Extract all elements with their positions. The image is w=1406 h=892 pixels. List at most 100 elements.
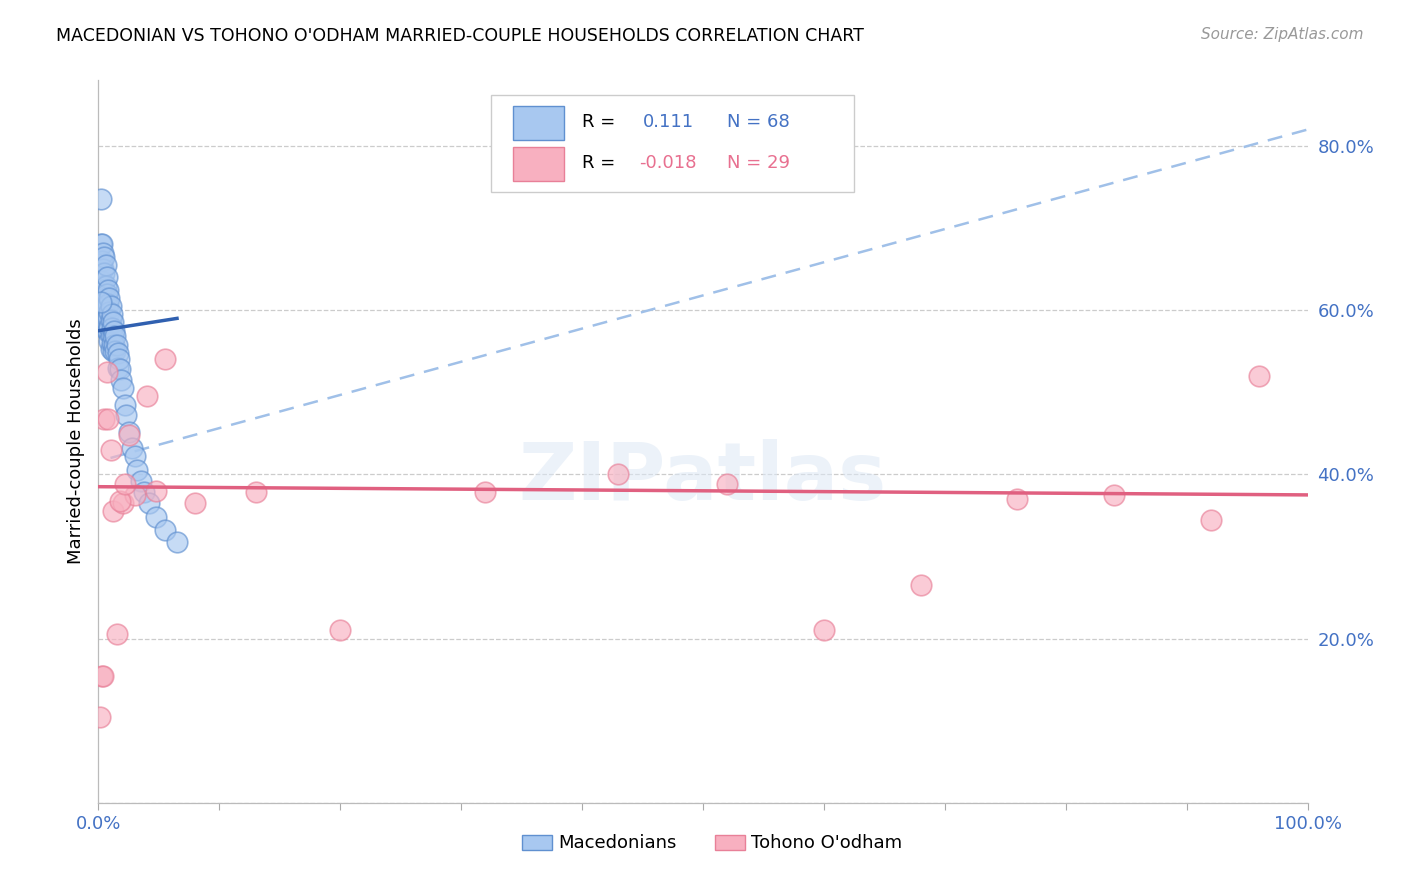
Point (245, 485, 267, 500)
Text: 0.111: 0.111 (643, 113, 693, 131)
Point (108, 493, 131, 508)
Point (153, 523, 176, 537)
Point (105, 337, 128, 351)
Point (145, 483, 167, 498)
Point (97, 283, 120, 297)
Point (104, 344, 127, 359)
Point (1102, 488, 1125, 502)
Text: Source: ZipAtlas.com: Source: ZipAtlas.com (1201, 27, 1364, 42)
Point (153, 352, 176, 367)
Point (98, 334, 121, 349)
Point (121, 441, 143, 455)
Point (94, 316, 117, 330)
Point (96, 365, 118, 379)
Point (89, 709, 111, 723)
Point (91, 275, 114, 289)
Point (96, 299, 118, 313)
Text: N = 29: N = 29 (727, 154, 790, 172)
Point (111, 381, 134, 395)
Point (107, 360, 129, 375)
Bar (492, 95, 855, 193)
Point (101, 316, 124, 330)
Point (93, 250, 115, 264)
Point (108, 352, 131, 367)
Point (90, 237, 112, 252)
Point (118, 425, 141, 439)
Point (103, 337, 125, 351)
Point (93, 266, 115, 280)
Point (103, 324, 125, 338)
Point (97, 310, 120, 324)
Point (90, 192, 112, 206)
Point (1199, 512, 1222, 526)
Point (124, 450, 146, 464)
Point (96, 311, 118, 326)
Point (101, 344, 124, 359)
Point (110, 373, 132, 387)
Point (101, 329, 124, 343)
Point (1007, 491, 1029, 506)
Point (166, 534, 188, 549)
Point (94, 278, 117, 293)
Point (91, 245, 114, 260)
Text: MACEDONIAN VS TOHONO O'ODHAM MARRIED-COUPLE HOUSEHOLDS CORRELATION CHART: MACEDONIAN VS TOHONO O'ODHAM MARRIED-COU… (56, 27, 865, 45)
Point (474, 485, 496, 500)
Point (118, 428, 141, 442)
Point (100, 299, 122, 313)
Point (97, 296, 120, 310)
Point (91, 668, 114, 682)
Point (90, 295, 112, 310)
Point (716, 477, 738, 491)
Point (94, 291, 117, 305)
Point (93, 307, 115, 321)
Point (107, 346, 129, 360)
Point (93, 319, 115, 334)
Text: R =: R = (582, 113, 616, 131)
Point (91, 262, 114, 277)
Text: Macedonians: Macedonians (558, 833, 676, 852)
Point (96, 324, 118, 338)
Text: Tohono O'odham: Tohono O'odham (751, 833, 903, 852)
Point (114, 477, 136, 491)
Point (813, 624, 835, 638)
Bar (513, 147, 564, 181)
Bar (513, 105, 564, 140)
Point (91, 253, 114, 268)
Point (100, 442, 122, 457)
Point (89, 316, 111, 330)
Text: ZIPatlas: ZIPatlas (519, 439, 887, 516)
Point (108, 362, 131, 376)
Point (100, 313, 122, 327)
Point (97, 324, 120, 338)
Point (91, 278, 114, 293)
Point (1249, 368, 1271, 383)
Point (127, 463, 149, 477)
Point (111, 496, 134, 510)
Point (105, 627, 128, 641)
Point (100, 336, 122, 351)
Point (607, 467, 630, 482)
Point (124, 488, 146, 502)
Point (93, 411, 115, 425)
Point (115, 409, 138, 423)
Point (93, 295, 115, 310)
Point (91, 295, 114, 310)
Point (145, 510, 167, 524)
Point (97, 411, 120, 425)
Point (100, 321, 122, 335)
Point (98, 291, 121, 305)
Text: -0.018: -0.018 (638, 154, 696, 172)
Point (135, 389, 157, 403)
Point (96, 286, 118, 301)
Point (100, 327, 122, 342)
Point (134, 485, 156, 500)
Point (91, 237, 114, 252)
Point (94, 303, 117, 318)
Point (329, 624, 352, 638)
Text: R =: R = (582, 154, 616, 172)
Point (184, 496, 207, 510)
Point (94, 258, 117, 272)
Text: N = 68: N = 68 (727, 113, 790, 131)
Point (100, 342, 122, 356)
Y-axis label: Married-couple Households: Married-couple Households (66, 318, 84, 565)
